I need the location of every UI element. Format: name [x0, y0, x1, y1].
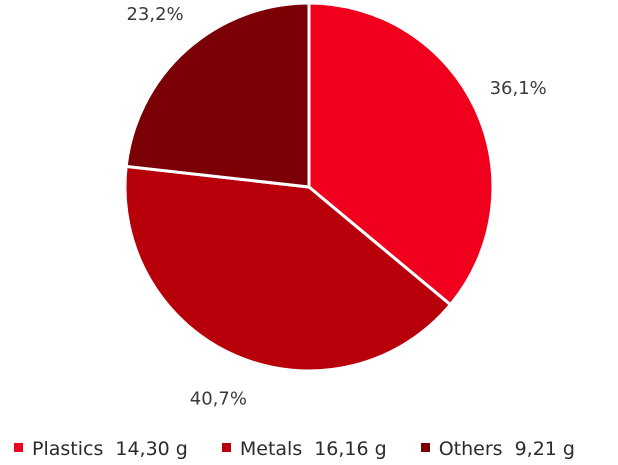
legend-label-others: Others	[438, 438, 503, 460]
pie-slices	[123, 1, 495, 373]
legend-swatch-plastics	[14, 442, 23, 452]
legend: Plastics 14,30 g Metals 16,16 g Others 9…	[14, 438, 575, 460]
legend-item-metals: Metals 16,16 g	[221, 438, 387, 460]
legend-value-plastics: 14,30 g	[115, 438, 188, 460]
percent-label-others: 23,2%	[126, 4, 183, 25]
legend-item-plastics: Plastics 14,30 g	[14, 438, 188, 460]
legend-label-plastics: Plastics	[32, 438, 104, 460]
pie-slice-metals	[123, 164, 452, 373]
percent-label-plastics: 36,1%	[490, 78, 547, 99]
legend-swatch-others	[420, 442, 430, 452]
legend-value-others: 9,21 g	[514, 438, 575, 460]
legend-value-metals: 16,16 g	[314, 438, 387, 460]
percent-labels: 36,1% 40,7% 23,2%	[126, 4, 546, 410]
pie-slice-plastics	[307, 1, 495, 307]
legend-item-others: Others 9,21 g	[420, 438, 575, 460]
legend-label-metals: Metals	[239, 438, 303, 460]
legend-swatch-metals	[221, 442, 231, 452]
pie-slice-others	[124, 1, 311, 189]
percent-label-metals: 40,7%	[190, 388, 247, 409]
